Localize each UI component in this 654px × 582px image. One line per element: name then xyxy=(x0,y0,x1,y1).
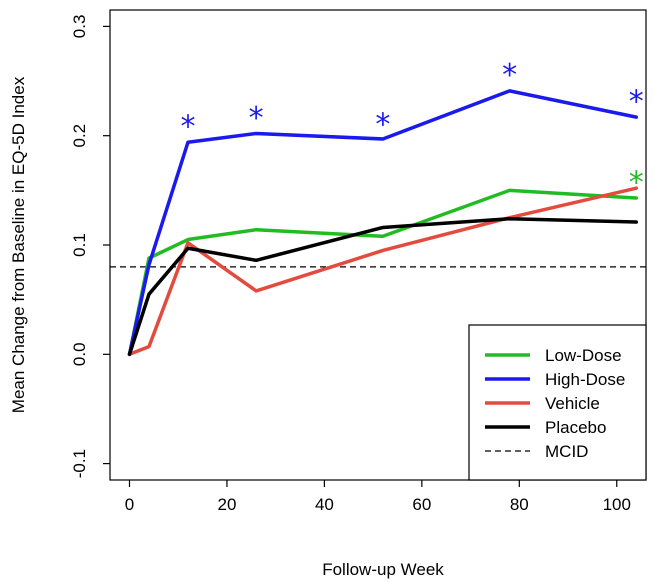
legend-label-mcid: MCID xyxy=(545,442,588,461)
series-line-low-dose xyxy=(127,188,639,357)
y-tick-label: 0.0 xyxy=(70,342,89,366)
y-axis-title: Mean Change from Baseline in EQ-5D Index xyxy=(9,76,28,413)
legend-label-high-dose: High-Dose xyxy=(545,370,625,389)
x-axis-title: Follow-up Week xyxy=(322,560,444,579)
legend: Low-Dose High-Dose Vehicle Placebo MCID xyxy=(468,324,647,481)
x-tick-label: 100 xyxy=(603,495,631,514)
y-tick-label: 0.1 xyxy=(70,233,89,257)
annotations: * * * * * * xyxy=(180,58,643,200)
y-tick-label: -0.1 xyxy=(70,449,89,478)
x-tick-label: 0 xyxy=(125,495,134,514)
legend-items: Low-Dose High-Dose Vehicle Placebo MCID xyxy=(485,346,625,461)
series-line-placebo xyxy=(127,217,639,357)
legend-label-low-dose: Low-Dose xyxy=(545,346,622,365)
x-tick-label: 20 xyxy=(217,495,236,514)
y-axis: -0.1 0.0 0.1 0.2 0.3 xyxy=(70,15,110,478)
significance-asterisk: * xyxy=(629,165,644,200)
series-layer xyxy=(127,89,639,357)
x-tick-label: 60 xyxy=(412,495,431,514)
significance-asterisk: * xyxy=(180,110,195,145)
significance-asterisk: * xyxy=(249,101,264,136)
x-tick-label: 80 xyxy=(510,495,529,514)
significance-asterisk: * xyxy=(629,84,644,119)
series-line-high-dose xyxy=(127,89,639,357)
legend-label-vehicle: Vehicle xyxy=(545,394,600,413)
legend-label-placebo: Placebo xyxy=(545,418,606,437)
y-tick-label: 0.2 xyxy=(70,124,89,148)
x-axis: 0 20 40 60 80 100 xyxy=(125,480,631,514)
significance-asterisk: * xyxy=(375,107,390,142)
significance-asterisk: * xyxy=(502,58,517,93)
y-tick-label: 0.3 xyxy=(70,15,89,39)
x-tick-label: 40 xyxy=(315,495,334,514)
